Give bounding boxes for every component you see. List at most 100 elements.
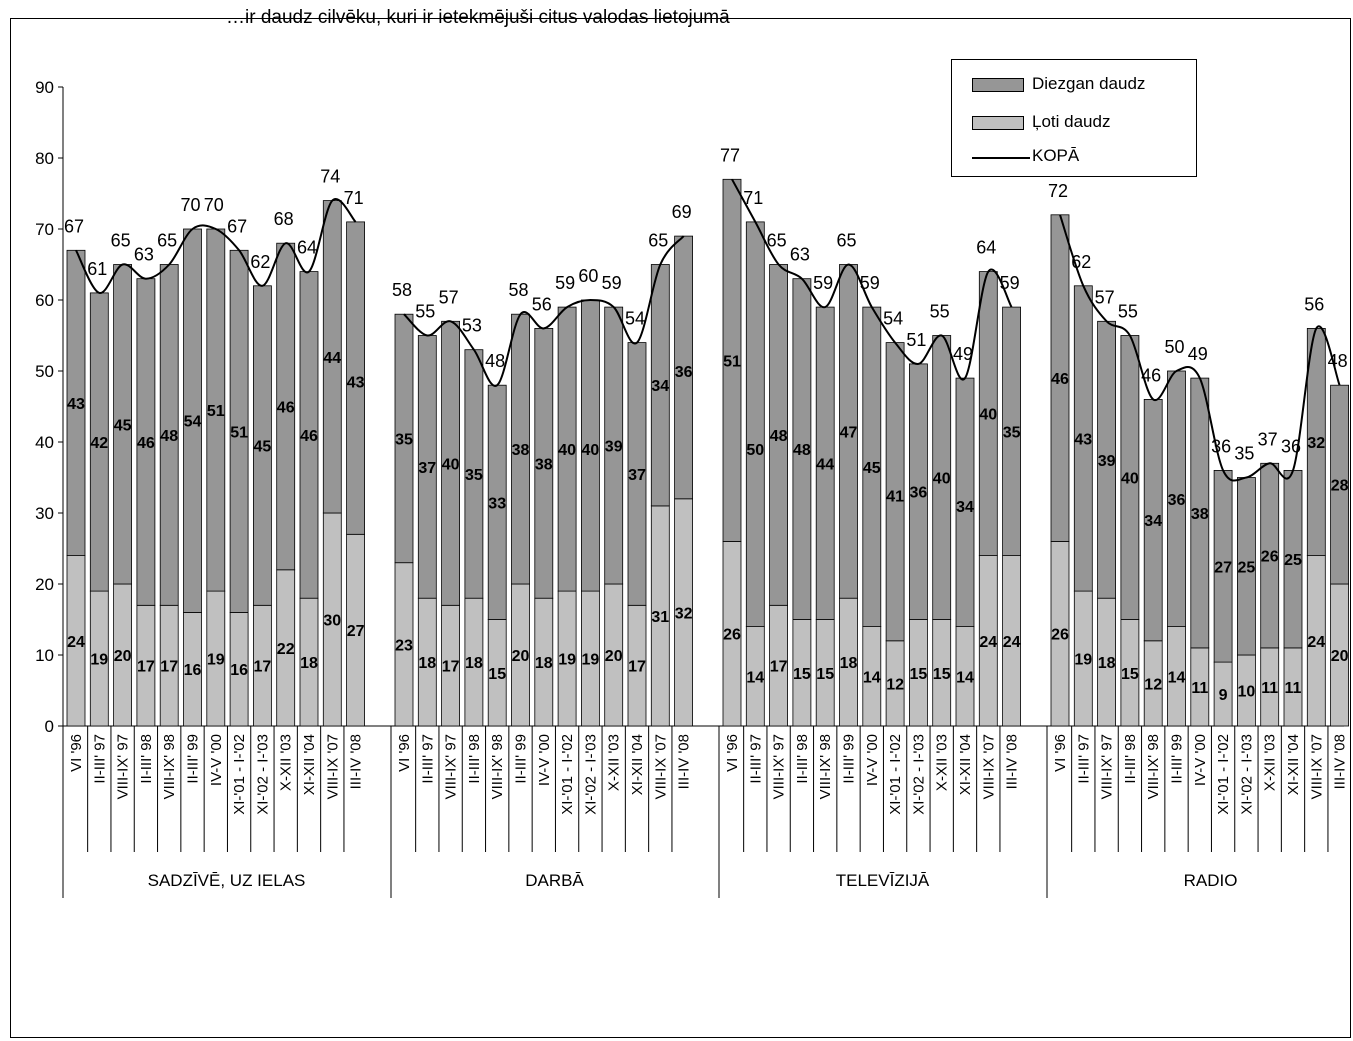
label-diezgan: 34 [956, 499, 974, 516]
y-tick-label: 40 [35, 433, 54, 452]
label-loti: 19 [558, 652, 576, 669]
x-tick-label: XI-'02 - I-'03 [582, 734, 599, 815]
label-kopa: 64 [297, 238, 317, 258]
kopa-line [731, 178, 1013, 381]
x-tick-label: II-III' 99 [185, 734, 202, 784]
label-kopa: 61 [87, 259, 107, 279]
label-loti: 30 [323, 613, 341, 630]
label-kopa: 57 [439, 287, 459, 307]
label-diezgan: 51 [230, 424, 248, 441]
label-diezgan: 38 [512, 442, 530, 459]
label-kopa: 54 [883, 309, 903, 329]
label-kopa: 56 [1304, 294, 1324, 314]
x-tick-label: II-III' 97 [419, 734, 436, 784]
x-tick-label: VIII-IX '07 [980, 734, 997, 799]
label-diezgan: 38 [535, 456, 553, 473]
label-loti: 18 [1098, 655, 1116, 672]
x-tick-label: II-III' 97 [1075, 734, 1092, 784]
label-loti: 24 [1003, 634, 1021, 651]
label-kopa: 59 [813, 273, 833, 293]
legend-swatch-loti [972, 116, 1024, 130]
label-diezgan: 34 [1144, 513, 1162, 530]
label-kopa: 65 [648, 231, 668, 251]
label-diezgan: 51 [723, 353, 741, 370]
label-loti: 18 [465, 655, 483, 672]
x-tick-label: XI-'01 - I-'02 [231, 734, 248, 815]
label-kopa: 35 [1234, 444, 1254, 464]
x-tick-label: XI-XII '04 [957, 734, 974, 795]
label-loti: 11 [1285, 680, 1302, 697]
x-tick-label: II-III' 98 [794, 734, 811, 784]
chart-svg: 0 10 20 30 40 50 60 70 80 90 24 43 67 VI '96 19 42 61 II-… [35, 78, 1349, 898]
y-tick-label: 60 [35, 291, 54, 310]
legend-swatch-diezgan [972, 78, 1024, 92]
label-diezgan: 45 [114, 417, 132, 434]
label-loti: 17 [628, 659, 646, 676]
x-tick-label: XI-XII '04 [301, 734, 318, 795]
y-tick-label: 30 [35, 504, 54, 523]
label-kopa: 59 [555, 273, 575, 293]
x-tick-label: XI-XII '04 [1285, 734, 1302, 795]
label-loti: 14 [956, 669, 974, 686]
x-tick-label: II-III' 99 [841, 734, 858, 784]
y-tick-label: 80 [35, 149, 54, 168]
x-tick-label: IV-V '00 [536, 734, 553, 786]
label-diezgan: 46 [277, 400, 295, 417]
x-tick-label: X-XII '03 [606, 734, 623, 791]
label-loti: 24 [67, 634, 85, 651]
label-loti: 17 [442, 659, 460, 676]
chart-frame: …ir daudz cilvēku, kuri ir ietekmējuši c… [10, 7, 1351, 1038]
x-tick-label: XI-'01 - I-'02 [559, 734, 576, 815]
label-diezgan: 37 [418, 460, 436, 477]
x-tick-label: VIII-IX' 97 [1099, 734, 1116, 799]
group-label: RADIO [1184, 871, 1238, 890]
label-kopa: 65 [767, 231, 787, 251]
label-diezgan: 48 [160, 428, 178, 445]
label-loti: 19 [582, 652, 600, 669]
label-loti: 11 [1191, 680, 1208, 697]
label-loti: 15 [488, 666, 506, 683]
label-loti: 18 [300, 655, 318, 672]
x-tick-label: VI '96 [724, 734, 741, 772]
label-loti: 27 [347, 623, 365, 640]
legend-label-diezgan: Diezgan daudz [1032, 74, 1146, 93]
label-diezgan: 45 [863, 460, 881, 477]
label-diezgan: 42 [90, 435, 108, 452]
x-tick-label: VIII-IX' 97 [115, 734, 132, 799]
x-tick-label: III-IV '08 [1004, 734, 1021, 789]
label-loti: 14 [746, 669, 764, 686]
label-kopa: 55 [415, 302, 435, 322]
x-tick-label: XI-XII '04 [629, 734, 646, 795]
x-tick-label: VIII-IX '07 [652, 734, 669, 799]
label-kopa: 56 [532, 294, 552, 314]
x-tick-label: XI-'01 - I-'02 [887, 734, 904, 815]
x-tick-label: VIII-IX' 98 [489, 734, 506, 799]
label-loti: 26 [1051, 627, 1069, 644]
label-diezgan: 48 [770, 428, 788, 445]
x-tick-label: VI '96 [1052, 734, 1069, 772]
label-diezgan: 40 [979, 407, 997, 424]
label-loti: 14 [863, 669, 881, 686]
y-tick-label: 90 [35, 78, 54, 97]
label-kopa: 77 [720, 145, 740, 165]
kopa-line [1059, 214, 1341, 482]
label-loti: 22 [277, 641, 295, 658]
label-kopa: 59 [602, 273, 622, 293]
label-kopa: 55 [1118, 302, 1138, 322]
label-kopa: 53 [462, 316, 482, 336]
label-kopa: 71 [344, 188, 364, 208]
label-loti: 20 [512, 648, 530, 665]
label-loti: 17 [137, 659, 155, 676]
x-tick-label: II-III' 97 [91, 734, 108, 784]
label-kopa: 62 [250, 252, 270, 272]
label-diezgan: 40 [558, 442, 576, 459]
x-tick-label: VIII-IX' 98 [161, 734, 178, 799]
label-diezgan: 33 [488, 495, 506, 512]
label-diezgan: 40 [582, 442, 600, 459]
x-tick-label: VIII-IX' 98 [1145, 734, 1162, 799]
label-diezgan: 44 [323, 350, 341, 367]
x-tick-label: IV-V '00 [864, 734, 881, 786]
label-diezgan: 51 [207, 403, 225, 420]
label-loti: 14 [1168, 669, 1186, 686]
label-kopa: 63 [790, 245, 810, 265]
